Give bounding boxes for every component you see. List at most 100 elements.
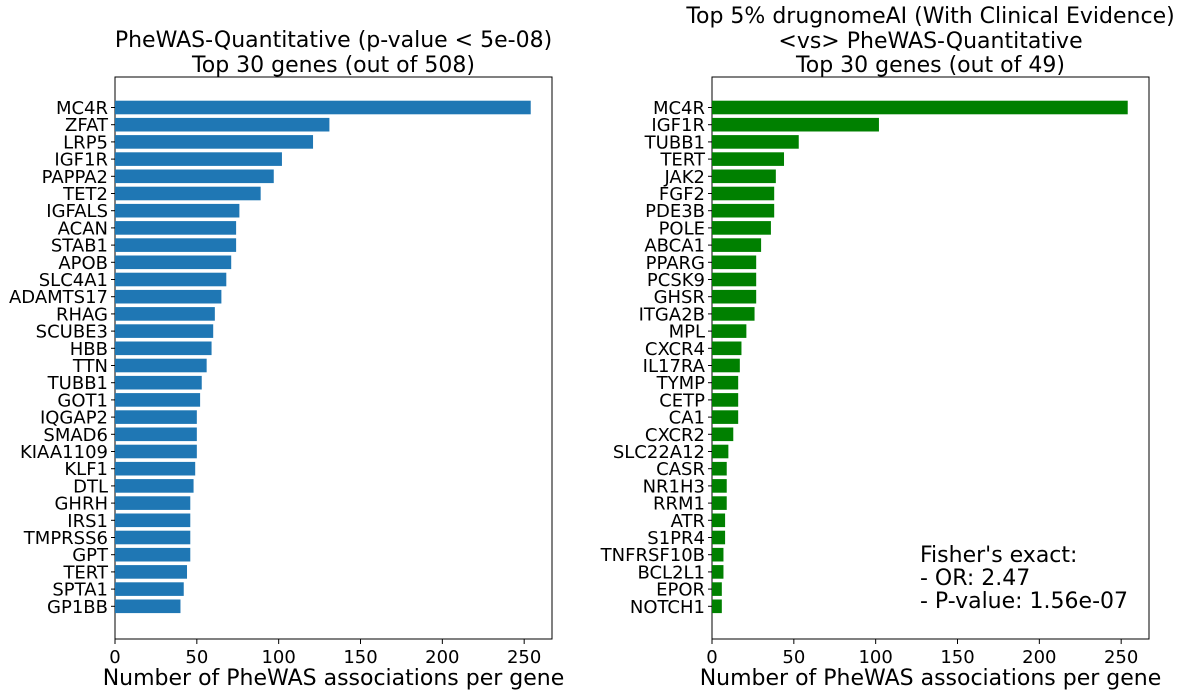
right-bar-slc22a12 (712, 444, 729, 459)
right-y-tick-label: BCL2L1 (637, 562, 705, 583)
left-bars (115, 100, 531, 614)
left-x-tick-label: 150 (343, 647, 377, 668)
left-bar-gpt (115, 547, 191, 562)
left-bar-tet2 (115, 186, 261, 201)
right-y-tick-label: CETP (659, 390, 705, 411)
right-bar-mpl (712, 324, 747, 338)
right-bar-fgf2 (712, 186, 775, 201)
right-x-tick-label: 200 (1022, 647, 1056, 668)
left-bar-rhag (115, 307, 215, 321)
left-bar-scube3 (115, 324, 214, 338)
left-chart-title-line-1: PheWAS-Quantitative (p-value < 5e-08) (115, 28, 552, 53)
right-x-tick-label: 100 (858, 647, 892, 668)
right-bar-ghsr (712, 289, 757, 304)
left-y-tick-label: IRS1 (67, 511, 108, 532)
right-y-tick-label: POLE (659, 218, 705, 239)
right-bar-il17ra (712, 358, 740, 373)
right-x-ticks: 0 50 100 150 200 250 (706, 639, 1138, 668)
right-y-tick-label: TYMP (656, 373, 706, 394)
fisher-annotation-line-3: - P-value: 1.56e-07 (920, 589, 1128, 614)
right-y-tick-label: PCSK9 (647, 270, 705, 291)
right-bar-cxcr4 (712, 341, 742, 356)
right-y-tick-label: TERT (659, 150, 706, 171)
right-y-tick-label: GHSR (654, 287, 705, 308)
left-bar-ghrh (115, 496, 191, 510)
left-y-tick-label: TUBB1 (47, 373, 108, 394)
right-bar-pcsk9 (712, 272, 757, 287)
right-bar-pole (712, 221, 771, 235)
left-bar-gp1bb (115, 599, 181, 614)
left-y-tick-label: RHAG (56, 304, 108, 325)
right-bar-casr (712, 461, 727, 476)
fisher-annotation: Fisher's exact: - OR: 2.47 - P-value: 1.… (920, 543, 1128, 614)
left-x-tick-label: 50 (185, 647, 208, 668)
right-chart-title-line-2: <vs> PheWAS-Quantitative (778, 29, 1082, 54)
right-bar-cetp (712, 393, 739, 407)
left-bar-irs1 (115, 513, 191, 528)
left-x-tick-label: 100 (261, 647, 295, 668)
right-bar-ca1 (712, 410, 739, 424)
left-bar-hbb (115, 341, 212, 356)
left-bar-zfat (115, 117, 330, 132)
left-y-tick-label: LRP5 (63, 132, 108, 153)
left-y-tick-label: DTL (73, 476, 108, 497)
right-bar-pde3b (712, 203, 775, 218)
right-chart-panel: Top 5% drugnomeAI (With Clinical Evidenc… (600, 4, 1175, 691)
left-bar-kiaa1109 (115, 444, 197, 459)
left-bar-ttn (115, 358, 207, 373)
right-bar-epor (712, 582, 722, 596)
right-bar-igf1r (712, 117, 879, 132)
left-bar-tmprss6 (115, 530, 191, 545)
left-y-tick-label: GOT1 (57, 390, 108, 411)
left-y-tick-label: MC4R (56, 98, 108, 119)
right-bar-mc4r (712, 100, 1128, 115)
right-y-tick-label: NR1H3 (643, 476, 705, 497)
right-y-tick-label: IGF1R (651, 115, 705, 136)
right-bar-tert (712, 152, 785, 166)
left-chart-panel: PheWAS-Quantitative (p-value < 5e-08) To… (9, 28, 564, 691)
left-x-tick-label: 0 (109, 647, 120, 668)
left-y-tick-label: IGFALS (46, 201, 108, 222)
left-bar-got1 (115, 393, 201, 407)
right-y-tick-label: NOTCH1 (630, 597, 705, 618)
right-y-tick-label: MC4R (653, 98, 705, 119)
right-y-tick-label: CXCR4 (645, 339, 705, 360)
left-y-tick-label: ADAMTS17 (9, 287, 108, 308)
right-y-tick-label: S1PR4 (647, 528, 705, 549)
left-bar-iqgap2 (115, 410, 197, 424)
left-bar-smad6 (115, 427, 197, 442)
right-y-tick-label: PDE3B (645, 201, 705, 222)
right-x-axis-label: Number of PheWAS associations per gene (700, 666, 1162, 691)
right-bar-pparg (712, 255, 757, 270)
left-x-tick-label: 250 (507, 647, 541, 668)
right-y-tick-labels: MC4RIGF1RTUBB1TERTJAK2FGF2PDE3BPOLEABCA1… (600, 98, 712, 618)
fisher-annotation-line-2: - OR: 2.47 (920, 566, 1030, 591)
left-bar-lrp5 (115, 135, 314, 149)
left-y-tick-label: ACAN (58, 218, 108, 239)
right-bar-tnfrsf10b (712, 547, 724, 562)
left-bar-tert (115, 565, 188, 579)
left-x-ticks: 0 50 100 150 200 250 (109, 639, 541, 668)
right-bar-nr1h3 (712, 479, 727, 493)
right-bar-jak2 (712, 169, 776, 184)
left-bar-spta1 (115, 582, 184, 596)
left-y-tick-label: SMAD6 (43, 425, 108, 446)
left-bar-slc4a1 (115, 272, 227, 287)
left-x-tick-label: 200 (425, 647, 459, 668)
right-bar-tubb1 (712, 135, 799, 149)
right-bar-notch1 (712, 599, 722, 614)
right-y-tick-label: EPOR (656, 580, 705, 601)
left-y-tick-label: TMPRSS6 (23, 528, 108, 549)
right-y-tick-label: PPARG (646, 253, 705, 274)
left-bar-klf1 (115, 461, 196, 476)
left-y-tick-label: GPT (72, 545, 109, 566)
right-x-tick-label: 50 (782, 647, 805, 668)
right-chart-title-line-3: Top 30 genes (out of 49) (795, 53, 1065, 78)
right-plot-area (711, 76, 1150, 640)
right-x-tick-label: 150 (940, 647, 974, 668)
left-bar-apob (115, 255, 232, 270)
left-y-tick-label: TET2 (62, 184, 108, 205)
left-y-tick-label: GHRH (54, 494, 108, 515)
right-y-tick-label: MPL (669, 322, 705, 343)
